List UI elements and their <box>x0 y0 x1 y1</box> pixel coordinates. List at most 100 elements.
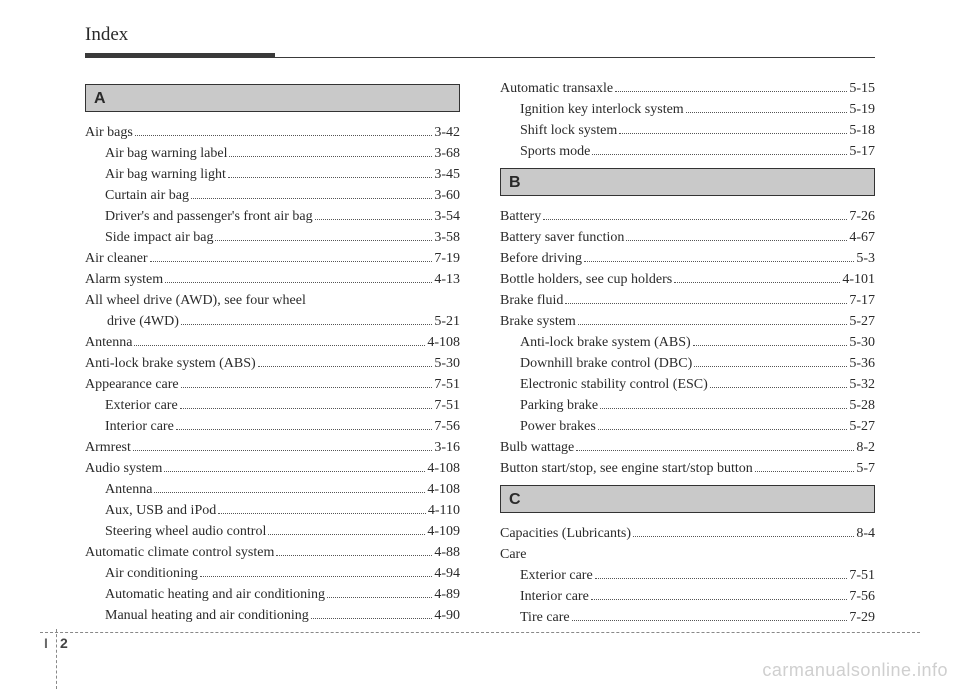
index-entry: Care <box>500 544 875 565</box>
index-entry-label: Interior care <box>520 586 589 607</box>
index-entry: Manual heating and air conditioning 4-90 <box>85 605 460 626</box>
index-entry-page: 4-89 <box>434 584 460 605</box>
index-entry-label: Battery saver function <box>500 227 624 248</box>
index-entry-label: Manual heating and air conditioning <box>105 605 309 626</box>
index-entry-page: 3-16 <box>434 437 460 458</box>
index-entry-leader <box>258 366 433 367</box>
index-entry: Steering wheel audio control4-109 <box>85 521 460 542</box>
index-entry-page: 4-88 <box>434 542 460 563</box>
index-entry-label: Armrest <box>85 437 131 458</box>
index-entry-leader <box>135 135 433 136</box>
index-entry-label: Ignition key interlock system <box>520 99 684 120</box>
index-entry-leader <box>276 555 432 556</box>
index-entry-leader <box>165 282 432 283</box>
index-entry: Air bag warning label3-68 <box>85 143 460 164</box>
index-entry: Audio system4-108 <box>85 458 460 479</box>
index-entry-page: 5-18 <box>849 120 875 141</box>
index-entry-page: 5-28 <box>849 395 875 416</box>
index-entry-leader <box>218 513 426 514</box>
index-entry: Driver's and passenger's front air bag3-… <box>85 206 460 227</box>
index-entry: Antenna4-108 <box>85 332 460 353</box>
index-entry-label: Sports mode <box>520 141 590 162</box>
index-entry-page: 4-90 <box>434 605 460 626</box>
index-entry-label: Anti-lock brake system (ABS) <box>85 353 256 374</box>
index-entry-leader <box>565 303 847 304</box>
index-entry-leader <box>228 177 432 178</box>
index-entry-page: 7-56 <box>849 586 875 607</box>
index-entry-label: Brake fluid <box>500 290 563 311</box>
index-entry-leader <box>327 597 432 598</box>
index-letter-heading: A <box>85 84 460 112</box>
index-entry: Power brakes 5-27 <box>500 416 875 437</box>
index-entry-leader <box>619 133 847 134</box>
index-entry-label: All wheel drive (AWD), see four wheel <box>85 290 306 311</box>
index-entry-label: Bulb wattage <box>500 437 574 458</box>
index-entry: Shift lock system5-18 <box>500 120 875 141</box>
index-entry-page: 5-27 <box>849 311 875 332</box>
index-entry-leader <box>215 240 432 241</box>
index-entry-page: 5-27 <box>849 416 875 437</box>
index-entry-label: Parking brake <box>520 395 598 416</box>
index-entry: Armrest 3-16 <box>85 437 460 458</box>
index-entry-page: 4-108 <box>427 458 460 479</box>
index-entry-label: Automatic transaxle <box>500 78 613 99</box>
index-columns: AAir bags3-42Air bag warning label3-68Ai… <box>85 78 875 628</box>
index-entry-leader <box>191 198 432 199</box>
index-entry: Anti-lock brake system (ABS)5-30 <box>500 332 875 353</box>
index-entry: Aux, USB and iPod4-110 <box>85 500 460 521</box>
index-entry-page: 4-108 <box>427 479 460 500</box>
index-entry-label: Care <box>500 544 526 565</box>
index-entry-leader <box>133 450 432 451</box>
index-entry-label: Tire care <box>520 607 570 628</box>
index-entry: Side impact air bag3-58 <box>85 227 460 248</box>
index-entry-leader <box>710 387 848 388</box>
index-entry: Curtain air bag 3-60 <box>85 185 460 206</box>
index-entry-label: Curtain air bag <box>105 185 189 206</box>
index-entry-label: Air bags <box>85 122 133 143</box>
index-entry-label: Bottle holders, see cup holders <box>500 269 672 290</box>
index-entry: Automatic heating and air conditioning 4-… <box>85 584 460 605</box>
index-entry-label: Air bag warning light <box>105 164 226 185</box>
index-entry-label: Steering wheel audio control <box>105 521 266 542</box>
index-entry-leader <box>694 366 847 367</box>
index-entry: Battery saver function 4-67 <box>500 227 875 248</box>
index-entry: Before driving5-3 <box>500 248 875 269</box>
index-entry-label: Exterior care <box>520 565 593 586</box>
index-entry-page: 3-54 <box>434 206 460 227</box>
index-entry-leader <box>154 492 425 493</box>
index-entry-leader <box>176 429 433 430</box>
index-entry-label: Aux, USB and iPod <box>105 500 216 521</box>
index-entry-leader <box>268 534 425 535</box>
index-entry: Bottle holders, see cup holders 4-101 <box>500 269 875 290</box>
index-entry: Ignition key interlock system5-19 <box>500 99 875 120</box>
index-entry-leader <box>543 219 847 220</box>
index-entry-page: 5-3 <box>856 248 875 269</box>
index-entry-page: 3-68 <box>434 143 460 164</box>
index-entry-page: 3-60 <box>434 185 460 206</box>
index-entry-leader <box>181 387 433 388</box>
index-entry-label: Capacities (Lubricants) <box>500 523 631 544</box>
index-entry-page: 4-101 <box>842 269 875 290</box>
index-entry-leader <box>181 324 432 325</box>
index-entry-label: Battery <box>500 206 541 227</box>
index-entry-label: Power brakes <box>520 416 596 437</box>
index-entry-label: Automatic heating and air conditioning <box>105 584 325 605</box>
index-entry-leader <box>600 408 847 409</box>
footer-rule-vertical <box>56 629 57 689</box>
index-entry-label: drive (4WD) <box>107 311 179 332</box>
index-entry-page: 7-51 <box>434 395 460 416</box>
index-entry-leader <box>584 261 854 262</box>
index-entry-leader <box>755 471 855 472</box>
index-entry-label: Antenna <box>105 479 152 500</box>
index-entry-page: 7-26 <box>849 206 875 227</box>
index-entry-page: 5-15 <box>849 78 875 99</box>
index-entry-page: 5-17 <box>849 141 875 162</box>
index-entry-page: 4-67 <box>849 227 875 248</box>
index-entry-label: Air cleaner <box>85 248 148 269</box>
index-entry-leader <box>576 450 854 451</box>
index-entry: Downhill brake control (DBC)5-36 <box>500 353 875 374</box>
index-entry: Automatic transaxle 5-15 <box>500 78 875 99</box>
index-entry-page: 7-56 <box>434 416 460 437</box>
index-entry: Parking brake 5-28 <box>500 395 875 416</box>
index-entry: Button start/stop, see engine start/stop… <box>500 458 875 479</box>
